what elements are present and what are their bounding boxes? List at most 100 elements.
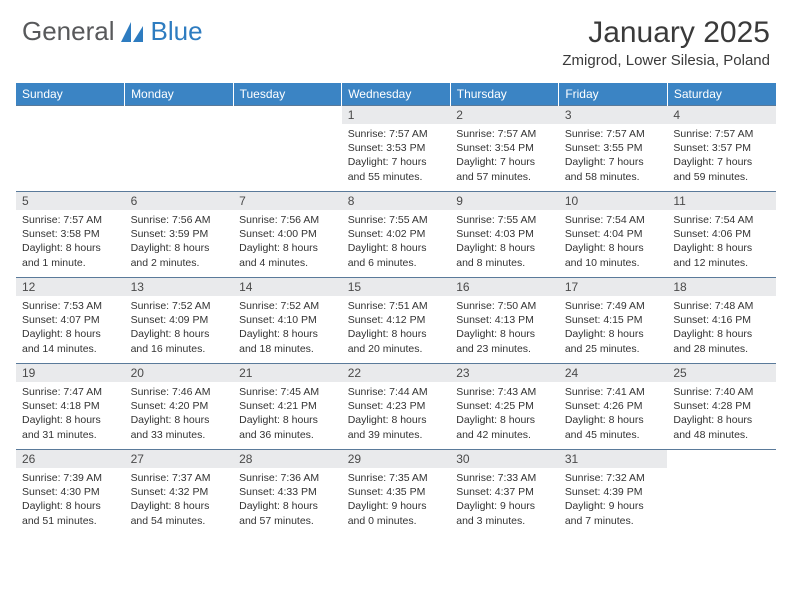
calendar-day-cell: 29Sunrise: 7:35 AMSunset: 4:35 PMDayligh… [342, 450, 451, 536]
day-number: 21 [233, 364, 342, 382]
calendar-week-row: 19Sunrise: 7:47 AMSunset: 4:18 PMDayligh… [16, 364, 776, 450]
title-block: January 2025 Zmigrod, Lower Silesia, Pol… [562, 16, 770, 69]
day-details: Sunrise: 7:40 AMSunset: 4:28 PMDaylight:… [667, 382, 776, 445]
day-number: 27 [125, 450, 234, 468]
weekday-header: Thursday [450, 83, 559, 106]
day-details: Sunrise: 7:39 AMSunset: 4:30 PMDaylight:… [16, 468, 125, 531]
day-number: 30 [450, 450, 559, 468]
logo-text-blue: Blue [151, 16, 203, 47]
day-details: Sunrise: 7:57 AMSunset: 3:57 PMDaylight:… [667, 124, 776, 187]
calendar-day-cell: 12Sunrise: 7:53 AMSunset: 4:07 PMDayligh… [16, 278, 125, 364]
calendar-day-cell: 30Sunrise: 7:33 AMSunset: 4:37 PMDayligh… [450, 450, 559, 536]
day-details: Sunrise: 7:50 AMSunset: 4:13 PMDaylight:… [450, 296, 559, 359]
calendar-day-cell: 27Sunrise: 7:37 AMSunset: 4:32 PMDayligh… [125, 450, 234, 536]
day-details: Sunrise: 7:57 AMSunset: 3:58 PMDaylight:… [16, 210, 125, 273]
day-number: 17 [559, 278, 668, 296]
day-number: 1 [342, 106, 451, 124]
day-number: 13 [125, 278, 234, 296]
calendar-day-cell: 8Sunrise: 7:55 AMSunset: 4:02 PMDaylight… [342, 192, 451, 278]
day-details: Sunrise: 7:52 AMSunset: 4:10 PMDaylight:… [233, 296, 342, 359]
day-details: Sunrise: 7:32 AMSunset: 4:39 PMDaylight:… [559, 468, 668, 531]
day-number: 26 [16, 450, 125, 468]
calendar-day-cell: 17Sunrise: 7:49 AMSunset: 4:15 PMDayligh… [559, 278, 668, 364]
header: General Blue January 2025 Zmigrod, Lower… [0, 0, 792, 75]
calendar-day-cell: 28Sunrise: 7:36 AMSunset: 4:33 PMDayligh… [233, 450, 342, 536]
logo: General Blue [22, 16, 203, 47]
day-number: 19 [16, 364, 125, 382]
calendar-day-cell: 15Sunrise: 7:51 AMSunset: 4:12 PMDayligh… [342, 278, 451, 364]
calendar-day-cell: 1Sunrise: 7:57 AMSunset: 3:53 PMDaylight… [342, 106, 451, 192]
day-number: 29 [342, 450, 451, 468]
day-number: 31 [559, 450, 668, 468]
weekday-header: Saturday [667, 83, 776, 106]
day-details: Sunrise: 7:48 AMSunset: 4:16 PMDaylight:… [667, 296, 776, 359]
location-text: Zmigrod, Lower Silesia, Poland [562, 52, 770, 69]
calendar-day-cell: 20Sunrise: 7:46 AMSunset: 4:20 PMDayligh… [125, 364, 234, 450]
calendar-day-cell [125, 106, 234, 192]
day-number: 23 [450, 364, 559, 382]
day-details: Sunrise: 7:53 AMSunset: 4:07 PMDaylight:… [16, 296, 125, 359]
day-details: Sunrise: 7:49 AMSunset: 4:15 PMDaylight:… [559, 296, 668, 359]
day-details: Sunrise: 7:54 AMSunset: 4:06 PMDaylight:… [667, 210, 776, 273]
calendar-day-cell [667, 450, 776, 536]
calendar-week-row: 1Sunrise: 7:57 AMSunset: 3:53 PMDaylight… [16, 106, 776, 192]
calendar-day-cell: 24Sunrise: 7:41 AMSunset: 4:26 PMDayligh… [559, 364, 668, 450]
day-number: 10 [559, 192, 668, 210]
calendar-day-cell: 3Sunrise: 7:57 AMSunset: 3:55 PMDaylight… [559, 106, 668, 192]
day-details: Sunrise: 7:55 AMSunset: 4:02 PMDaylight:… [342, 210, 451, 273]
calendar-table: Sunday Monday Tuesday Wednesday Thursday… [16, 83, 776, 536]
calendar-day-cell: 2Sunrise: 7:57 AMSunset: 3:54 PMDaylight… [450, 106, 559, 192]
calendar-day-cell: 14Sunrise: 7:52 AMSunset: 4:10 PMDayligh… [233, 278, 342, 364]
weekday-header: Friday [559, 83, 668, 106]
day-details: Sunrise: 7:37 AMSunset: 4:32 PMDaylight:… [125, 468, 234, 531]
calendar-day-cell: 9Sunrise: 7:55 AMSunset: 4:03 PMDaylight… [450, 192, 559, 278]
calendar-day-cell [16, 106, 125, 192]
calendar-day-cell: 4Sunrise: 7:57 AMSunset: 3:57 PMDaylight… [667, 106, 776, 192]
day-number: 3 [559, 106, 668, 124]
day-details: Sunrise: 7:57 AMSunset: 3:54 PMDaylight:… [450, 124, 559, 187]
day-details: Sunrise: 7:56 AMSunset: 4:00 PMDaylight:… [233, 210, 342, 273]
day-details: Sunrise: 7:52 AMSunset: 4:09 PMDaylight:… [125, 296, 234, 359]
day-details: Sunrise: 7:51 AMSunset: 4:12 PMDaylight:… [342, 296, 451, 359]
calendar-day-cell: 26Sunrise: 7:39 AMSunset: 4:30 PMDayligh… [16, 450, 125, 536]
calendar-day-cell: 23Sunrise: 7:43 AMSunset: 4:25 PMDayligh… [450, 364, 559, 450]
day-number: 25 [667, 364, 776, 382]
weekday-header: Tuesday [233, 83, 342, 106]
day-details: Sunrise: 7:41 AMSunset: 4:26 PMDaylight:… [559, 382, 668, 445]
day-number: 9 [450, 192, 559, 210]
day-details: Sunrise: 7:47 AMSunset: 4:18 PMDaylight:… [16, 382, 125, 445]
weekday-header: Monday [125, 83, 234, 106]
calendar-day-cell: 5Sunrise: 7:57 AMSunset: 3:58 PMDaylight… [16, 192, 125, 278]
calendar-week-row: 12Sunrise: 7:53 AMSunset: 4:07 PMDayligh… [16, 278, 776, 364]
month-title: January 2025 [562, 16, 770, 50]
calendar-day-cell: 19Sunrise: 7:47 AMSunset: 4:18 PMDayligh… [16, 364, 125, 450]
day-number: 28 [233, 450, 342, 468]
day-number: 4 [667, 106, 776, 124]
calendar-day-cell: 21Sunrise: 7:45 AMSunset: 4:21 PMDayligh… [233, 364, 342, 450]
day-number: 22 [342, 364, 451, 382]
calendar-day-cell: 10Sunrise: 7:54 AMSunset: 4:04 PMDayligh… [559, 192, 668, 278]
day-number: 6 [125, 192, 234, 210]
logo-text-gray: General [22, 16, 115, 47]
day-details: Sunrise: 7:46 AMSunset: 4:20 PMDaylight:… [125, 382, 234, 445]
calendar-day-cell: 22Sunrise: 7:44 AMSunset: 4:23 PMDayligh… [342, 364, 451, 450]
day-number: 16 [450, 278, 559, 296]
day-number: 18 [667, 278, 776, 296]
day-number: 20 [125, 364, 234, 382]
calendar-day-cell: 6Sunrise: 7:56 AMSunset: 3:59 PMDaylight… [125, 192, 234, 278]
calendar-day-cell: 31Sunrise: 7:32 AMSunset: 4:39 PMDayligh… [559, 450, 668, 536]
logo-sail-icon [121, 22, 147, 42]
calendar-day-cell [233, 106, 342, 192]
weekday-header: Sunday [16, 83, 125, 106]
day-number: 24 [559, 364, 668, 382]
calendar-week-row: 5Sunrise: 7:57 AMSunset: 3:58 PMDaylight… [16, 192, 776, 278]
day-details: Sunrise: 7:45 AMSunset: 4:21 PMDaylight:… [233, 382, 342, 445]
day-details: Sunrise: 7:57 AMSunset: 3:55 PMDaylight:… [559, 124, 668, 187]
calendar-day-cell: 13Sunrise: 7:52 AMSunset: 4:09 PMDayligh… [125, 278, 234, 364]
day-details: Sunrise: 7:57 AMSunset: 3:53 PMDaylight:… [342, 124, 451, 187]
day-number: 14 [233, 278, 342, 296]
calendar-day-cell: 25Sunrise: 7:40 AMSunset: 4:28 PMDayligh… [667, 364, 776, 450]
day-details: Sunrise: 7:35 AMSunset: 4:35 PMDaylight:… [342, 468, 451, 531]
day-details: Sunrise: 7:33 AMSunset: 4:37 PMDaylight:… [450, 468, 559, 531]
day-number: 11 [667, 192, 776, 210]
